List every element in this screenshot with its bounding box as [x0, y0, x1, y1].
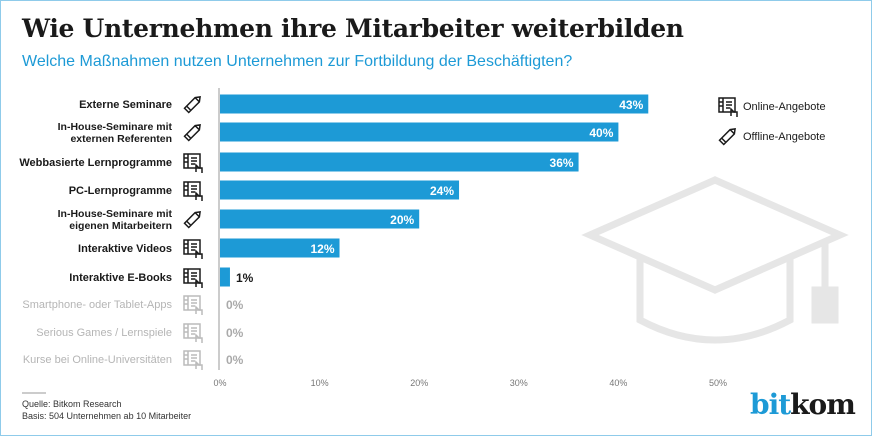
x-tick-label: 10%: [311, 378, 329, 388]
bar: [220, 267, 230, 287]
pencil-icon: [183, 211, 201, 229]
value-label: 0%: [226, 353, 244, 367]
tablet-touch-icon: [183, 239, 203, 259]
category-label: In-House-Seminare mit: [58, 208, 173, 220]
bar-row: Kurse bei Online-Universitäten 0%: [23, 350, 244, 370]
x-tick-label: 0%: [213, 378, 226, 388]
bar-row: Interaktive E-Books 1%: [69, 267, 254, 288]
pencil-icon: [183, 96, 201, 114]
category-label: Externe Seminare: [79, 99, 172, 111]
tablet-touch-icon: [183, 153, 203, 173]
x-tick-label: 40%: [609, 378, 627, 388]
bar: [220, 94, 649, 114]
value-label: 1%: [236, 271, 254, 285]
bar: [220, 152, 579, 172]
footer-divider: [22, 392, 46, 394]
category-label: Webbasierte Lernprogramme: [19, 157, 172, 169]
category-label: externen Referenten: [70, 133, 172, 145]
value-label: 20%: [390, 213, 414, 227]
legend-label: Online-Angebote: [743, 101, 826, 113]
category-label: Interaktive Videos: [78, 243, 172, 255]
bar-row: Webbasierte Lernprogramme 36%: [19, 152, 579, 173]
legend-item: Offline-Angebote: [718, 128, 825, 146]
bar-row: Externe Seminare 43%: [79, 94, 649, 114]
legend-label: Offline-Angebote: [743, 131, 825, 143]
chart-subtitle: Welche Maßnahmen nutzen Unternehmen zur …: [22, 53, 573, 70]
chart-title: Wie Unternehmen ihre Mitarbeiter weiterb…: [22, 14, 684, 43]
value-label: 36%: [550, 156, 574, 170]
value-label: 43%: [619, 98, 643, 112]
value-label: 0%: [226, 326, 244, 340]
tablet-touch-icon: [183, 181, 203, 201]
bar-row: Smartphone- oder Tablet-Apps 0%: [22, 295, 244, 315]
category-label: Serious Games / Lernspiele: [36, 327, 172, 339]
value-label: 24%: [430, 184, 454, 198]
bar: [220, 209, 420, 229]
category-label: In-House-Seminare mit: [58, 121, 173, 133]
value-label: 40%: [589, 126, 613, 140]
basis-note: Basis: 504 Unternehmen ab 10 Mitarbeiter: [22, 411, 192, 421]
bar: [220, 122, 619, 142]
pencil-icon: [183, 124, 201, 142]
bar-row: PC-Lernprogramme 24%: [69, 180, 460, 201]
tablet-touch-icon: [183, 295, 203, 315]
value-label: 12%: [310, 242, 334, 256]
category-label: PC-Lernprogramme: [69, 185, 172, 197]
value-label: 0%: [226, 298, 244, 312]
bitkom-logo: bitkom: [750, 388, 856, 421]
bar: [220, 180, 460, 200]
x-tick-label: 20%: [410, 378, 428, 388]
source-note: Quelle: Bitkom Research: [22, 399, 122, 409]
category-label: Smartphone- oder Tablet-Apps: [22, 299, 172, 311]
pencil-icon: [718, 128, 736, 146]
category-label: Kurse bei Online-Universitäten: [23, 354, 172, 366]
category-label: Interaktive E-Books: [69, 272, 172, 284]
graduation-cap-icon: [581, 176, 849, 344]
bar-row: Interaktive Videos 12%: [78, 238, 340, 259]
tablet-touch-icon: [183, 323, 203, 343]
tablet-touch-icon: [183, 350, 203, 370]
tablet-touch-icon: [183, 268, 203, 288]
x-tick-label: 50%: [709, 378, 727, 388]
x-tick-label: 30%: [510, 378, 528, 388]
legend-item: Online-Angebote: [718, 97, 826, 117]
tablet-touch-icon: [718, 97, 738, 117]
bar-row: Serious Games / Lernspiele 0%: [36, 323, 244, 343]
category-label: eigenen Mitarbeitern: [69, 220, 172, 232]
bar: [220, 238, 340, 258]
